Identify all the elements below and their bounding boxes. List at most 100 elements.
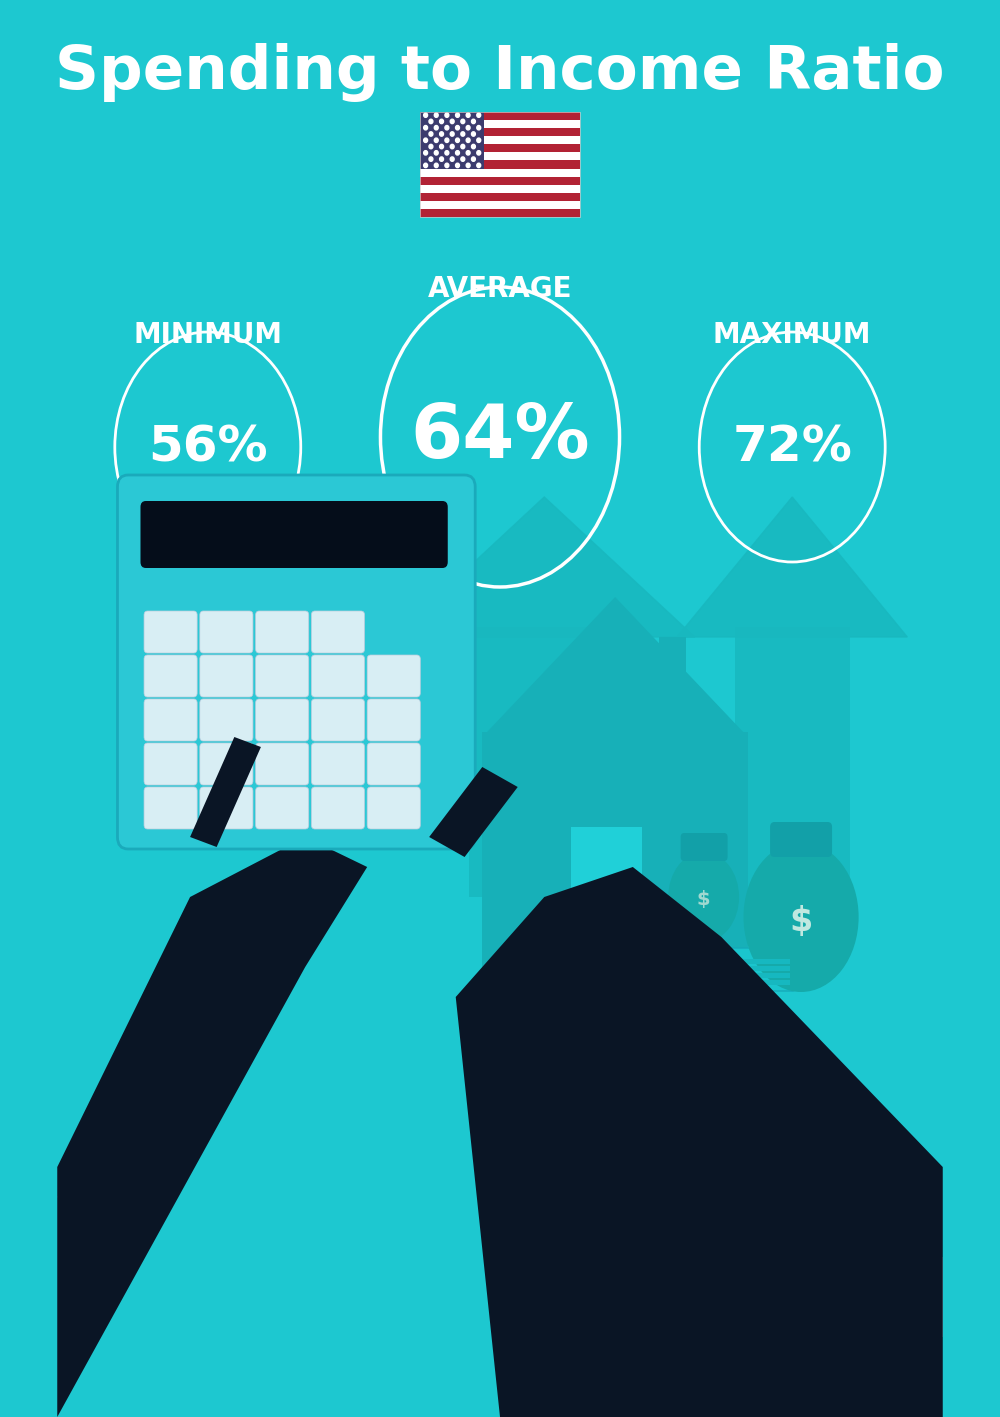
Polygon shape	[394, 497, 695, 638]
Circle shape	[477, 126, 481, 130]
Circle shape	[450, 119, 454, 123]
FancyBboxPatch shape	[144, 611, 197, 653]
Circle shape	[434, 137, 438, 143]
Circle shape	[471, 119, 475, 123]
FancyBboxPatch shape	[311, 699, 365, 741]
Polygon shape	[190, 737, 261, 847]
FancyBboxPatch shape	[311, 611, 365, 653]
FancyBboxPatch shape	[200, 611, 253, 653]
Circle shape	[466, 150, 470, 154]
Circle shape	[445, 163, 449, 167]
Circle shape	[429, 119, 433, 123]
Circle shape	[445, 150, 449, 154]
FancyBboxPatch shape	[659, 638, 686, 717]
FancyBboxPatch shape	[144, 743, 197, 785]
Circle shape	[429, 145, 433, 149]
FancyBboxPatch shape	[735, 626, 850, 897]
FancyBboxPatch shape	[311, 786, 365, 829]
Circle shape	[434, 113, 438, 118]
Circle shape	[456, 126, 459, 130]
FancyBboxPatch shape	[656, 948, 796, 990]
FancyBboxPatch shape	[420, 128, 580, 136]
FancyBboxPatch shape	[144, 655, 197, 697]
FancyBboxPatch shape	[661, 959, 790, 964]
FancyBboxPatch shape	[420, 201, 580, 208]
FancyBboxPatch shape	[367, 743, 420, 785]
FancyBboxPatch shape	[420, 160, 580, 169]
Circle shape	[461, 132, 465, 136]
Text: AVERAGE: AVERAGE	[428, 275, 572, 303]
Circle shape	[445, 113, 449, 118]
FancyBboxPatch shape	[311, 743, 365, 785]
Circle shape	[450, 132, 454, 136]
FancyBboxPatch shape	[367, 655, 420, 697]
FancyBboxPatch shape	[571, 828, 642, 966]
Circle shape	[440, 157, 444, 162]
Circle shape	[466, 113, 470, 118]
FancyBboxPatch shape	[420, 193, 580, 201]
Ellipse shape	[668, 852, 739, 942]
Circle shape	[477, 150, 481, 154]
FancyBboxPatch shape	[256, 699, 309, 741]
FancyBboxPatch shape	[469, 626, 620, 897]
Circle shape	[424, 137, 428, 143]
Circle shape	[456, 163, 459, 167]
Polygon shape	[518, 1257, 943, 1338]
FancyBboxPatch shape	[367, 786, 420, 829]
Polygon shape	[429, 767, 518, 857]
FancyBboxPatch shape	[420, 136, 580, 145]
FancyBboxPatch shape	[144, 699, 197, 741]
Circle shape	[440, 119, 444, 123]
Text: MAXIMUM: MAXIMUM	[713, 322, 871, 349]
Circle shape	[477, 163, 481, 167]
FancyBboxPatch shape	[117, 475, 475, 849]
Circle shape	[477, 137, 481, 143]
Circle shape	[466, 137, 470, 143]
Ellipse shape	[744, 842, 859, 992]
FancyBboxPatch shape	[420, 169, 580, 177]
Polygon shape	[482, 597, 748, 737]
Circle shape	[429, 157, 433, 162]
FancyBboxPatch shape	[256, 611, 309, 653]
Polygon shape	[57, 998, 252, 1237]
Circle shape	[424, 163, 428, 167]
Circle shape	[450, 157, 454, 162]
Circle shape	[440, 145, 444, 149]
FancyBboxPatch shape	[681, 833, 728, 862]
Circle shape	[461, 145, 465, 149]
FancyBboxPatch shape	[420, 184, 580, 193]
Circle shape	[466, 126, 470, 130]
FancyBboxPatch shape	[200, 743, 253, 785]
FancyBboxPatch shape	[420, 145, 580, 153]
FancyBboxPatch shape	[367, 699, 420, 741]
Circle shape	[461, 157, 465, 162]
FancyBboxPatch shape	[200, 786, 253, 829]
Circle shape	[456, 113, 459, 118]
Circle shape	[424, 150, 428, 154]
Polygon shape	[677, 497, 907, 638]
Text: 56%: 56%	[148, 424, 268, 470]
Text: $: $	[789, 905, 813, 938]
Circle shape	[434, 150, 438, 154]
FancyBboxPatch shape	[420, 112, 484, 169]
FancyBboxPatch shape	[770, 822, 832, 857]
FancyBboxPatch shape	[661, 973, 790, 978]
Text: MINIMUM: MINIMUM	[133, 322, 282, 349]
FancyBboxPatch shape	[256, 743, 309, 785]
FancyBboxPatch shape	[420, 153, 580, 160]
FancyBboxPatch shape	[420, 177, 580, 184]
FancyBboxPatch shape	[256, 786, 309, 829]
FancyBboxPatch shape	[144, 786, 197, 829]
Circle shape	[429, 132, 433, 136]
Circle shape	[461, 119, 465, 123]
FancyBboxPatch shape	[140, 502, 448, 568]
FancyBboxPatch shape	[420, 208, 580, 217]
Circle shape	[471, 132, 475, 136]
FancyBboxPatch shape	[661, 966, 790, 971]
Circle shape	[445, 126, 449, 130]
FancyBboxPatch shape	[311, 655, 365, 697]
Circle shape	[440, 132, 444, 136]
Circle shape	[424, 126, 428, 130]
Circle shape	[456, 137, 459, 143]
Circle shape	[434, 163, 438, 167]
